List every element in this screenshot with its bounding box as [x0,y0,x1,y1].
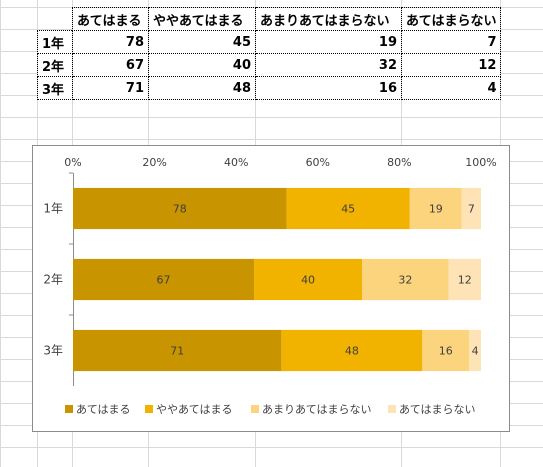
table-cell[interactable]: 7 [400,30,502,54]
bar-segment[interactable] [409,187,462,230]
x-tick-label: 20% [142,156,166,169]
data-label: 12 [458,274,472,287]
legend-label: ややあてはまる [156,403,233,416]
legend-label: あまりあてはまらない [262,403,372,416]
table-cell[interactable]: 45 [148,30,256,54]
table-row: 2年 67 40 32 12 [37,53,502,77]
legend-label: あてはまる [76,403,131,416]
data-label: 16 [439,345,453,358]
spreadsheet-table-area: あてはまる ややあてはまる あまりあてはまらない あてはまらない 1年 78 4… [0,0,543,105]
bar-segment[interactable] [461,187,481,230]
table-header-cell[interactable]: あまりあてはまらない [255,7,402,31]
table-cell[interactable]: 32 [255,53,402,77]
x-tick-label: 100% [465,156,496,169]
y-tick-label: 1年 [43,202,63,216]
data-label: 78 [173,203,187,216]
bar-segment[interactable] [448,258,481,301]
table-row: 1年 78 45 19 7 [37,30,502,54]
table-header-row: あてはまる ややあてはまる あまりあてはまらない あてはまらない [38,7,502,31]
x-tick-label: 0% [64,156,81,169]
data-table: あてはまる ややあてはまる あまりあてはまらない あてはまらない 1年 78 4… [37,7,502,100]
data-label: 71 [170,345,184,358]
table-cell[interactable]: 19 [255,30,402,54]
legend-swatch [388,405,396,413]
data-label: 48 [345,345,359,358]
legend-swatch [65,405,73,413]
data-label: 19 [429,203,443,216]
y-tick-label: 2年 [43,273,63,287]
data-label: 67 [157,274,171,287]
table-row-label[interactable]: 2年 [37,53,73,77]
data-label: 40 [301,274,315,287]
bar-segment[interactable] [73,258,255,301]
bar-segment[interactable] [73,329,282,372]
legend-swatch [251,405,259,413]
chart-area[interactable]: 0% 20% 40% 60% 80% 100% 1年 78 45 19 7 2年 67 40 32 12 3年 7… [32,145,510,432]
table-cell[interactable]: 67 [72,53,149,77]
table-row-label[interactable]: 3年 [37,76,73,100]
table-cell[interactable]: 40 [148,53,256,77]
bar-segment[interactable] [469,329,481,372]
table-row: 3年 71 48 16 4 [37,76,502,100]
stacked-bar-chart: 0% 20% 40% 60% 80% 100% 1年 78 45 19 7 2年 67 40 32 12 3年 7… [43,156,496,416]
table-cell[interactable]: 78 [72,30,149,54]
table-header-cell[interactable]: あてはまらない [400,7,502,31]
table-cell[interactable]: 12 [400,53,502,77]
bar-segment[interactable] [286,187,410,230]
table-cell[interactable]: 71 [72,76,149,100]
data-label: 45 [341,203,355,216]
x-tick-label: 40% [224,156,248,169]
data-label: 7 [468,203,475,216]
x-tick-label: 60% [306,156,330,169]
legend-label: あてはまらない [399,403,476,416]
table-cell[interactable]: 16 [255,76,402,100]
data-label: 4 [472,345,479,358]
table-cell[interactable]: 48 [148,76,256,100]
x-tick-label: 80% [387,156,411,169]
bar-segment[interactable] [362,258,449,301]
bar-segment[interactable] [73,187,287,230]
y-tick-label: 3年 [43,344,63,358]
table-corner-cell[interactable] [38,8,73,31]
table-header-cell[interactable]: ややあてはまる [148,7,256,31]
table-header-cell[interactable]: あてはまる [72,7,149,31]
legend-swatch [145,405,153,413]
bar-segment[interactable] [281,329,423,372]
table-cell[interactable]: 4 [400,76,502,100]
bar-segment[interactable] [254,258,363,301]
table-row-label[interactable]: 1年 [37,30,73,54]
bar-segment[interactable] [422,329,470,372]
data-label: 32 [398,274,412,287]
